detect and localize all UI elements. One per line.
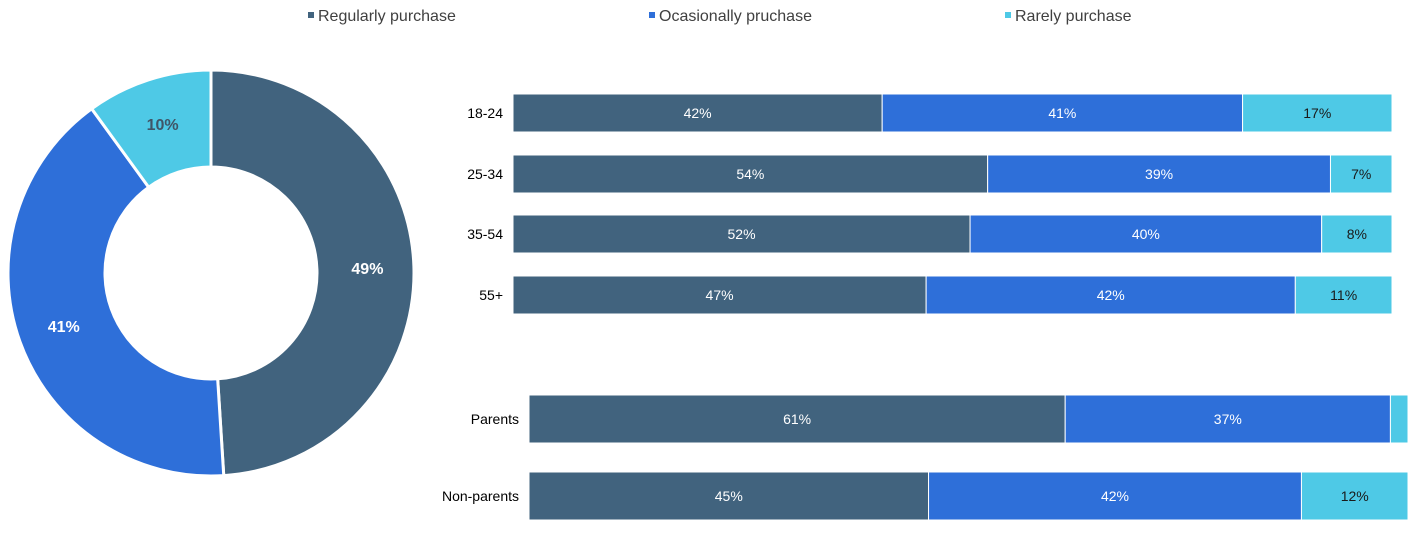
donut-slice-rarely-purchase[interactable] [89, 68, 213, 190]
donut-slice-regularly-purchase[interactable] [209, 68, 416, 478]
bar-segment-35-54-regularly-purchase[interactable] [512, 214, 971, 254]
category-label-18-24: 18-24 [467, 105, 503, 121]
donut-chart: 49% 41% 10% [6, 68, 416, 478]
donut-slice-ocasionally-pruchase[interactable] [6, 106, 226, 478]
bar-segment-non-parents-ocasionally-pruchase[interactable] [928, 471, 1302, 521]
legend-swatch-occasionally [649, 12, 655, 18]
category-label-non-parents: Non-parents [442, 488, 519, 504]
bar-label-35-54-rarely-purchase: 8% [1347, 226, 1367, 242]
category-label-parents: Parents [471, 411, 519, 427]
bar-label-non-parents-rarely-purchase: 12% [1341, 488, 1369, 504]
legend-swatch-rarely [1005, 12, 1011, 18]
bar-label-18-24-ocasionally-pruchase: 41% [1048, 105, 1076, 121]
bar-segment-25-34-rarely-purchase[interactable] [1329, 154, 1393, 194]
category-label-25-34: 25-34 [467, 166, 503, 182]
bar-label-55-regularly-purchase: 47% [706, 287, 734, 303]
bar-segment-25-34-ocasionally-pruchase[interactable] [987, 154, 1331, 194]
bar-label-18-24-regularly-purchase: 42% [684, 105, 712, 121]
bar-label-non-parents-regularly-purchase: 45% [715, 488, 743, 504]
legend: Regularly purchase Ocasionally pruchase … [0, 7, 1420, 27]
bar-label-non-parents-ocasionally-pruchase: 42% [1101, 488, 1129, 504]
legend-label-occasionally: Ocasionally pruchase [659, 8, 812, 25]
parent-status-bar-chart: Parents 61% 37% Non-parents 45% 42% 12% [442, 394, 1409, 521]
donut-label-ocasionally-pruchase: 41% [48, 319, 80, 336]
bar-segment-55-rarely-purchase[interactable] [1294, 275, 1393, 315]
legend-item-regularly[interactable]: Regularly purchase [308, 7, 456, 27]
donut-label-regularly-purchase: 49% [351, 261, 383, 278]
bar-label-25-34-rarely-purchase: 7% [1351, 166, 1371, 182]
age-group-bar-chart: 18-24 42% 41% 17% 25-34 54% 39% 7% 35-54 52% 40% 8%… [467, 93, 1393, 315]
bar-label-18-24-rarely-purchase: 17% [1303, 105, 1331, 121]
bar-segment-non-parents-rarely-purchase[interactable] [1300, 471, 1409, 521]
bar-label-parents-regularly-purchase: 61% [783, 411, 811, 427]
bar-label-25-34-ocasionally-pruchase: 39% [1145, 166, 1173, 182]
bar-label-55-rarely-purchase: 11% [1330, 287, 1357, 303]
legend-swatch-regularly [308, 12, 314, 18]
bar-segment-55-regularly-purchase[interactable] [512, 275, 927, 315]
legend-item-rarely[interactable]: Rarely purchase [1005, 7, 1132, 27]
donut-label-rarely-purchase: 10% [147, 117, 179, 134]
legend-label-regularly: Regularly purchase [318, 8, 456, 25]
bar-segment-35-54-ocasionally-pruchase[interactable] [969, 214, 1323, 254]
bar-label-35-54-ocasionally-pruchase: 40% [1132, 226, 1160, 242]
bar-segment-55-ocasionally-pruchase[interactable] [925, 275, 1296, 315]
bar-label-35-54-regularly-purchase: 52% [728, 226, 756, 242]
bar-segment-parents-rarely-purchase[interactable] [1389, 394, 1409, 444]
bar-segment-18-24-rarely-purchase[interactable] [1242, 93, 1393, 133]
bar-label-parents-ocasionally-pruchase: 37% [1214, 411, 1242, 427]
bar-label-25-34-regularly-purchase: 54% [736, 166, 764, 182]
category-label-55: 55+ [479, 287, 503, 303]
bar-segment-25-34-regularly-purchase[interactable] [512, 154, 989, 194]
category-label-35-54: 35-54 [467, 226, 503, 242]
legend-item-occasionally[interactable]: Ocasionally pruchase [649, 7, 812, 27]
bar-segment-35-54-rarely-purchase[interactable] [1321, 214, 1393, 254]
legend-label-rarely: Rarely purchase [1015, 8, 1132, 25]
bar-label-55-ocasionally-pruchase: 42% [1097, 287, 1125, 303]
bar-segment-parents-regularly-purchase[interactable] [528, 394, 1066, 444]
